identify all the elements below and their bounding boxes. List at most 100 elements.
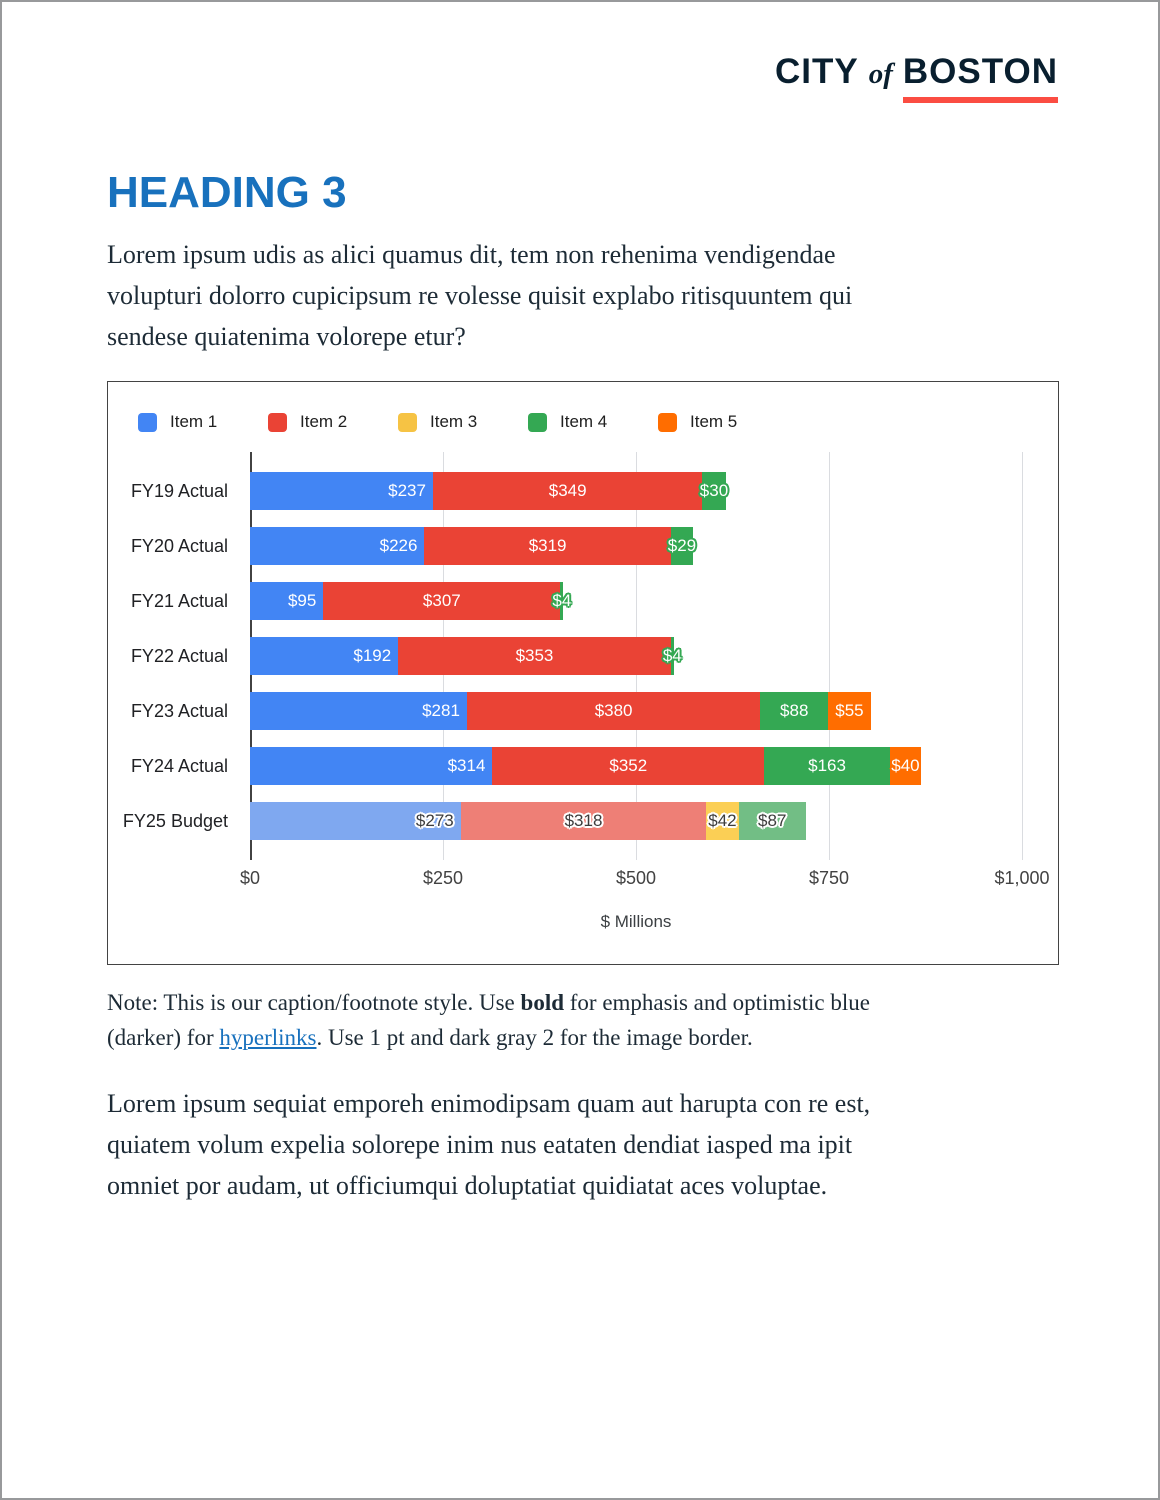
logo-boston-text: BOSTON [902,52,1058,91]
bar-segment: $237 [250,472,433,510]
legend-label: Item 5 [690,412,738,431]
segment-value-label: $42 [708,811,737,830]
segment-value-label: $352 [609,756,648,775]
logo-of-text: of [868,58,893,90]
legend-swatch-icon [268,412,287,432]
gridline [1022,452,1023,860]
bar-segment: $349 [432,472,703,510]
logo-city-text: CITY [775,52,859,91]
segment-value-label: $273 [415,811,454,830]
segment-value-label: $88 [780,701,809,720]
bar-segment: $318 [460,802,707,840]
legend-item: Item 1 [138,412,268,432]
segment-value-label: $4 [662,646,682,665]
legend-label: Item 1 [170,412,218,431]
hyperlink[interactable]: hyperlinks [219,1025,317,1050]
bar-segment: $281 [250,692,467,730]
legend-item: Item 2 [268,412,398,432]
bar-segment: $380 [466,692,761,730]
bar-segment [560,582,564,620]
segment-value-label: $95 [287,591,317,610]
page-heading: HEADING 3 [107,168,347,217]
page-content: HEADING 3 Lorem ipsum udis as alici quam… [2,168,1158,1206]
bar-row: $237 $349 $30 [250,472,1022,510]
bar-segment: $163 [764,747,890,785]
note-text: . Use 1 pt and dark gray 2 for the image… [316,1025,753,1050]
category-label: FY24 Actual [130,755,228,776]
category-label: FY23 Actual [130,700,228,721]
note-text: for emphasis and optimistic blue (darker… [107,990,870,1050]
segment-value-label: $4 [552,591,572,610]
category-label: FY20 Actual [130,535,228,556]
legend-label: Item 2 [300,412,348,431]
bar-row: $314 $352 $163 $40 [250,747,1022,785]
segment-value-label: $318 [564,811,603,830]
x-tick-label: $1,000 [994,868,1050,888]
x-axis-title: $ Millions [600,912,672,931]
segment-value-label: $307 [422,591,461,610]
bar-segment: $319 [424,527,671,565]
x-tick-label: $500 [615,868,657,888]
logo-boston-wrap: BOSTON [902,52,1058,103]
legend-item: Item 3 [398,412,528,432]
bar-segment: $226 [250,527,425,565]
bar-segment [670,637,674,675]
segment-value-label: $87 [758,811,787,830]
bar-segment: $87 [738,802,806,840]
legend-swatch-icon [138,412,157,432]
segment-value-label: $29 [667,536,697,555]
segment-value-label: $314 [447,756,486,775]
segment-value-label: $281 [422,701,460,720]
bar-row: $281 $380 $88 $55 [250,692,1022,730]
bar-segment [702,472,726,510]
segment-value-label: $163 [808,756,846,775]
legend-swatch-icon [398,412,417,432]
legend-swatch-icon [528,412,547,432]
closing-paragraph: Lorem ipsum sequiat emporeh enimodipsam … [107,1089,871,1200]
category-label: FY25 Budget [122,810,228,831]
segment-value-label: $226 [379,536,418,555]
bar-segment: $88 [760,692,829,730]
bar-segment [828,692,871,730]
segment-value-label: $353 [515,646,554,665]
bar-segment: $273 [250,802,461,840]
bar-row: $95 $307 $4 [250,582,1022,620]
bar-row: $192 $353 $4 [250,637,1022,675]
bar-segment [889,747,921,785]
caption-footnote: Note: This is our caption/footnote style… [107,985,1058,1055]
legend-label: Item 4 [560,412,608,431]
x-tick-label: $250 [422,868,464,888]
note-text: Note: This is our caption/footnote style… [107,990,521,1015]
bar-segment: $192 [250,637,399,675]
segment-value-label: $319 [528,536,567,555]
segment-value-label: $30 [699,481,729,500]
bar-segment: $95 [250,582,324,620]
stacked-bar-chart: Item 1 Item 2 Item 3 Item 4 Item 5 $0 $250 $50… [107,381,1059,965]
segment-value-label: $192 [353,646,392,665]
legend-item: Item 5 [658,412,788,432]
bar-segment: $314 [250,747,493,785]
legend-item: Item 4 [528,412,658,432]
bar-row: $273 $318 $42 $87 [250,802,1022,840]
segment-value-label: $237 [388,481,426,500]
intro-paragraph: Lorem ipsum udis as alici quamus dit, te… [107,240,853,351]
segment-value-label: $349 [548,481,587,500]
category-label: FY22 Actual [130,645,228,666]
bar-row: $226 $319 $29 [250,527,1022,565]
city-of-boston-logo: CITY of BOSTON [775,52,1058,103]
legend-swatch-icon [658,412,677,432]
x-tick-label: $750 [808,868,850,888]
gridline [829,452,830,860]
note-bold-text: bold [520,990,565,1015]
x-tick-label: $0 [239,868,261,888]
bar-segment [706,802,739,840]
chart-legend: Item 1 Item 2 Item 3 Item 4 Item 5 [138,412,788,432]
segment-value-label: $55 [835,701,864,720]
bar-segment [670,527,694,565]
segment-value-label: $40 [891,756,920,775]
category-label: FY21 Actual [130,590,228,611]
bar-segment: $307 [323,582,561,620]
bar-segment: $353 [398,637,671,675]
category-label: FY19 Actual [130,480,228,501]
